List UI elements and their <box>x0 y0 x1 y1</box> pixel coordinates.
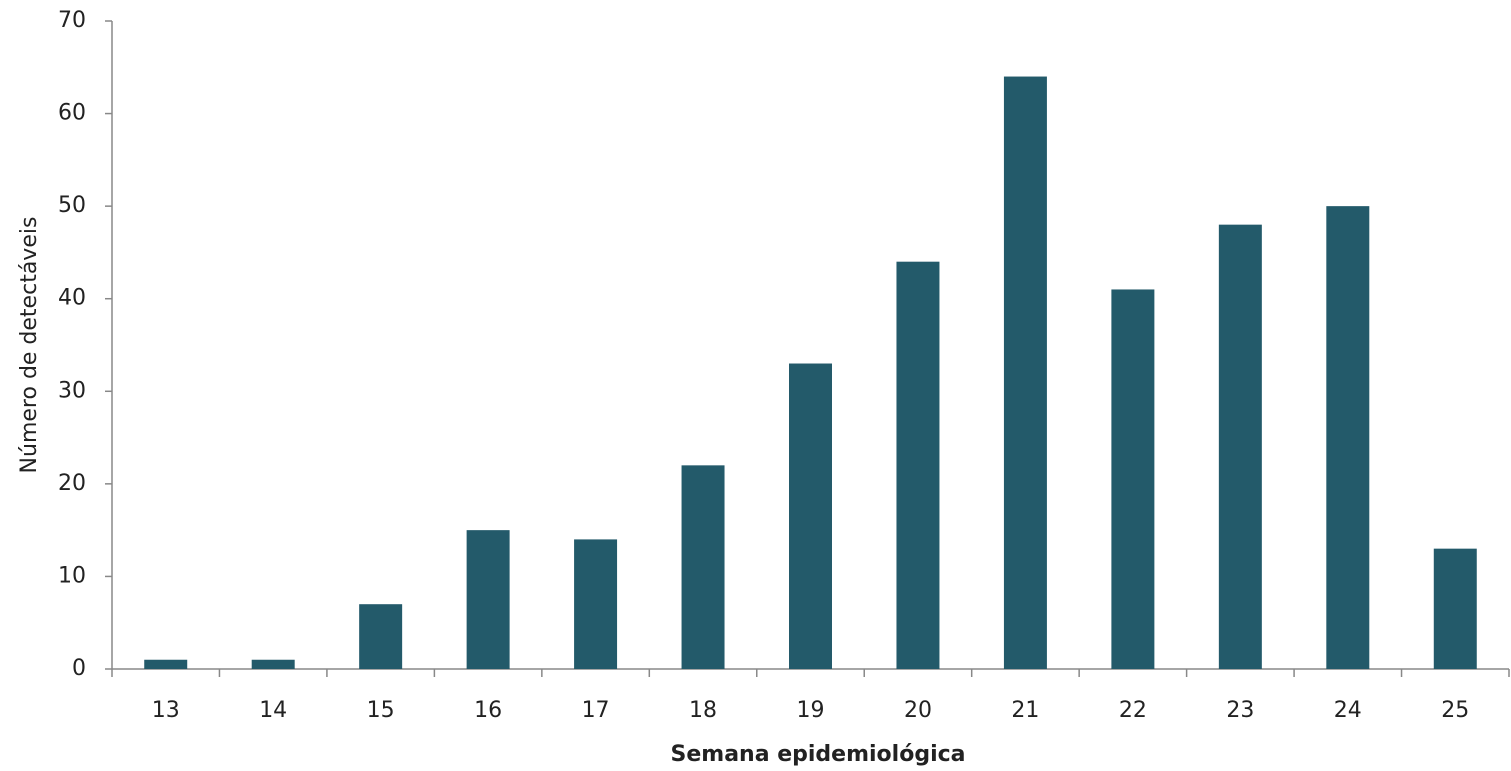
x-tick-label: 20 <box>904 698 932 723</box>
y-tick-label: 50 <box>58 193 86 218</box>
bar <box>681 465 725 669</box>
x-tick-label: 16 <box>474 698 502 723</box>
y-tick-label: 60 <box>58 101 86 126</box>
x-tick-label: 15 <box>367 698 395 723</box>
y-tick-label: 40 <box>58 286 86 311</box>
x-tick-label: 14 <box>259 698 287 723</box>
y-tick-label: 0 <box>72 656 86 681</box>
y-tick-label: 10 <box>58 563 86 588</box>
x-tick-label: 19 <box>797 698 825 723</box>
x-tick-label: 23 <box>1226 698 1254 723</box>
x-tick-label: 17 <box>582 698 610 723</box>
bar <box>1218 224 1262 669</box>
x-tick-label: 25 <box>1441 698 1469 723</box>
y-tick-label: 30 <box>58 378 86 403</box>
bar <box>251 659 295 669</box>
x-tick-label: 24 <box>1334 698 1362 723</box>
bar <box>359 604 403 669</box>
bar <box>1326 206 1370 669</box>
bar <box>1111 289 1155 669</box>
y-axis-label: Número de detectáveis <box>17 217 42 474</box>
x-tick-label: 22 <box>1119 698 1147 723</box>
x-tick-label: 13 <box>152 698 180 723</box>
bar <box>1003 76 1047 670</box>
x-axis-label: Semana epidemiológica <box>671 742 966 767</box>
bar <box>466 530 510 669</box>
x-tick-label: 21 <box>1011 698 1039 723</box>
bar <box>789 363 832 669</box>
x-tick-label: 18 <box>689 698 717 723</box>
y-tick-label: 20 <box>58 471 86 496</box>
bar <box>896 261 940 669</box>
bar <box>574 539 618 669</box>
y-tick-label: 70 <box>58 8 86 33</box>
bar <box>1433 548 1477 669</box>
bar <box>144 659 188 669</box>
